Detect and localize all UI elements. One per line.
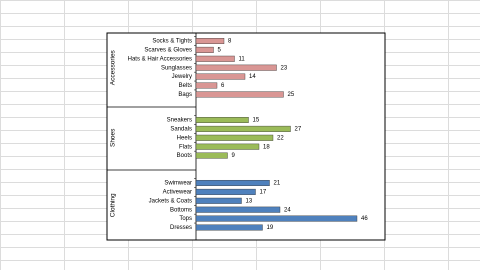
category-label: Scarves & Gloves bbox=[144, 47, 192, 53]
bar bbox=[195, 152, 228, 159]
data-label: 9 bbox=[232, 153, 236, 159]
bar bbox=[195, 179, 270, 186]
data-label: 19 bbox=[267, 225, 274, 231]
bar bbox=[195, 55, 235, 62]
data-label: 22 bbox=[277, 135, 284, 141]
bar bbox=[195, 91, 284, 98]
group-label: Accessories bbox=[110, 49, 117, 85]
bar bbox=[195, 38, 225, 45]
bar bbox=[195, 73, 246, 80]
category-label: Bags bbox=[178, 92, 192, 98]
data-label: 11 bbox=[239, 56, 246, 62]
data-label: 6 bbox=[221, 83, 225, 89]
data-label: 25 bbox=[288, 92, 295, 98]
data-label: 5 bbox=[218, 47, 222, 53]
data-label: 18 bbox=[263, 144, 270, 150]
category-label: Activewear bbox=[163, 189, 192, 195]
category-label: Sandals bbox=[170, 126, 192, 132]
group-label: Clothing bbox=[110, 193, 117, 217]
category-label: Flats bbox=[179, 144, 192, 150]
bar bbox=[195, 82, 218, 89]
category-label: Sneakers bbox=[167, 118, 192, 124]
data-label: 46 bbox=[361, 216, 368, 222]
category-label: Boots bbox=[177, 153, 192, 159]
data-label: 17 bbox=[260, 189, 267, 195]
category-label: Bottoms bbox=[170, 207, 192, 213]
category-label: Heels bbox=[177, 135, 192, 141]
bar bbox=[195, 134, 274, 141]
data-label: 23 bbox=[281, 65, 288, 71]
bar bbox=[195, 215, 358, 222]
category-label: Sunglasses bbox=[161, 65, 192, 71]
data-label: 8 bbox=[228, 39, 232, 45]
data-label: 27 bbox=[295, 126, 302, 132]
category-label: Jewelry bbox=[172, 74, 192, 80]
bar bbox=[195, 116, 249, 123]
category-label: Jackets & Coats bbox=[149, 198, 192, 204]
bar bbox=[195, 64, 277, 71]
category-label: Socks & Tights bbox=[152, 39, 192, 45]
category-label: Belts bbox=[179, 83, 192, 89]
data-label: 13 bbox=[246, 198, 253, 204]
bar bbox=[195, 46, 214, 53]
category-label: Tops bbox=[179, 216, 192, 222]
bar bbox=[195, 224, 263, 231]
bar bbox=[195, 197, 242, 204]
data-label: 14 bbox=[249, 74, 256, 80]
bar bbox=[195, 143, 260, 150]
bar bbox=[195, 125, 291, 132]
data-label: 15 bbox=[253, 118, 260, 124]
data-label: 21 bbox=[274, 181, 281, 187]
data-label: 24 bbox=[284, 207, 291, 213]
category-label: Dresses bbox=[170, 225, 192, 231]
bar bbox=[195, 206, 281, 213]
category-label: Swimwear bbox=[164, 181, 192, 187]
category-label: Hats & Hair Accessories bbox=[128, 56, 192, 62]
group-label: Shoes bbox=[110, 128, 117, 147]
bar bbox=[195, 188, 256, 195]
